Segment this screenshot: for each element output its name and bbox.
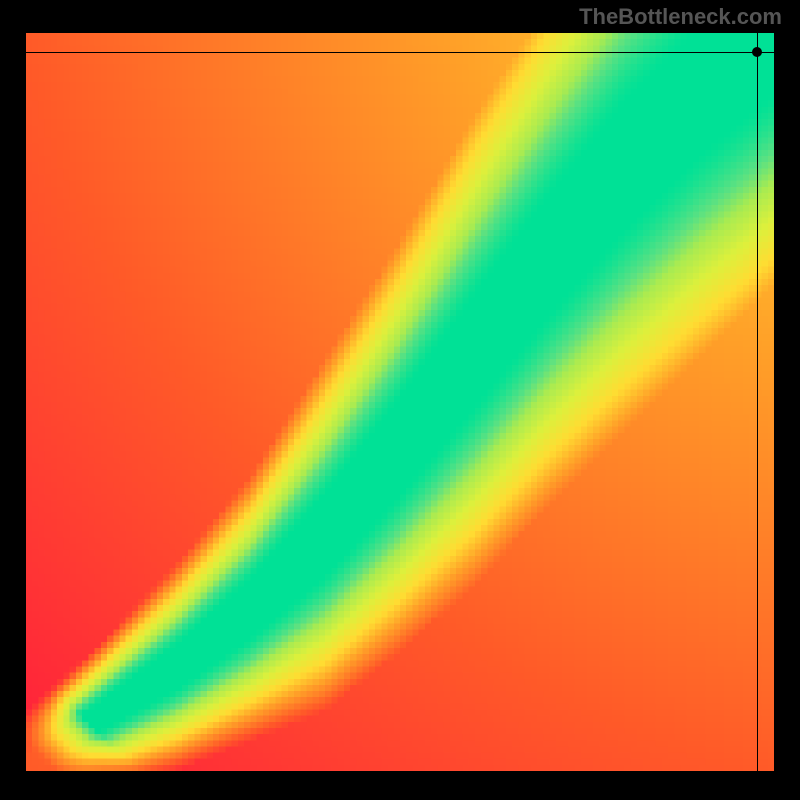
watermark-text: TheBottleneck.com [579, 4, 782, 30]
crosshair-marker [752, 47, 762, 57]
crosshair-vertical [757, 33, 758, 771]
heatmap-canvas [26, 33, 774, 771]
crosshair-horizontal [26, 52, 774, 53]
heatmap-plot [25, 32, 775, 772]
